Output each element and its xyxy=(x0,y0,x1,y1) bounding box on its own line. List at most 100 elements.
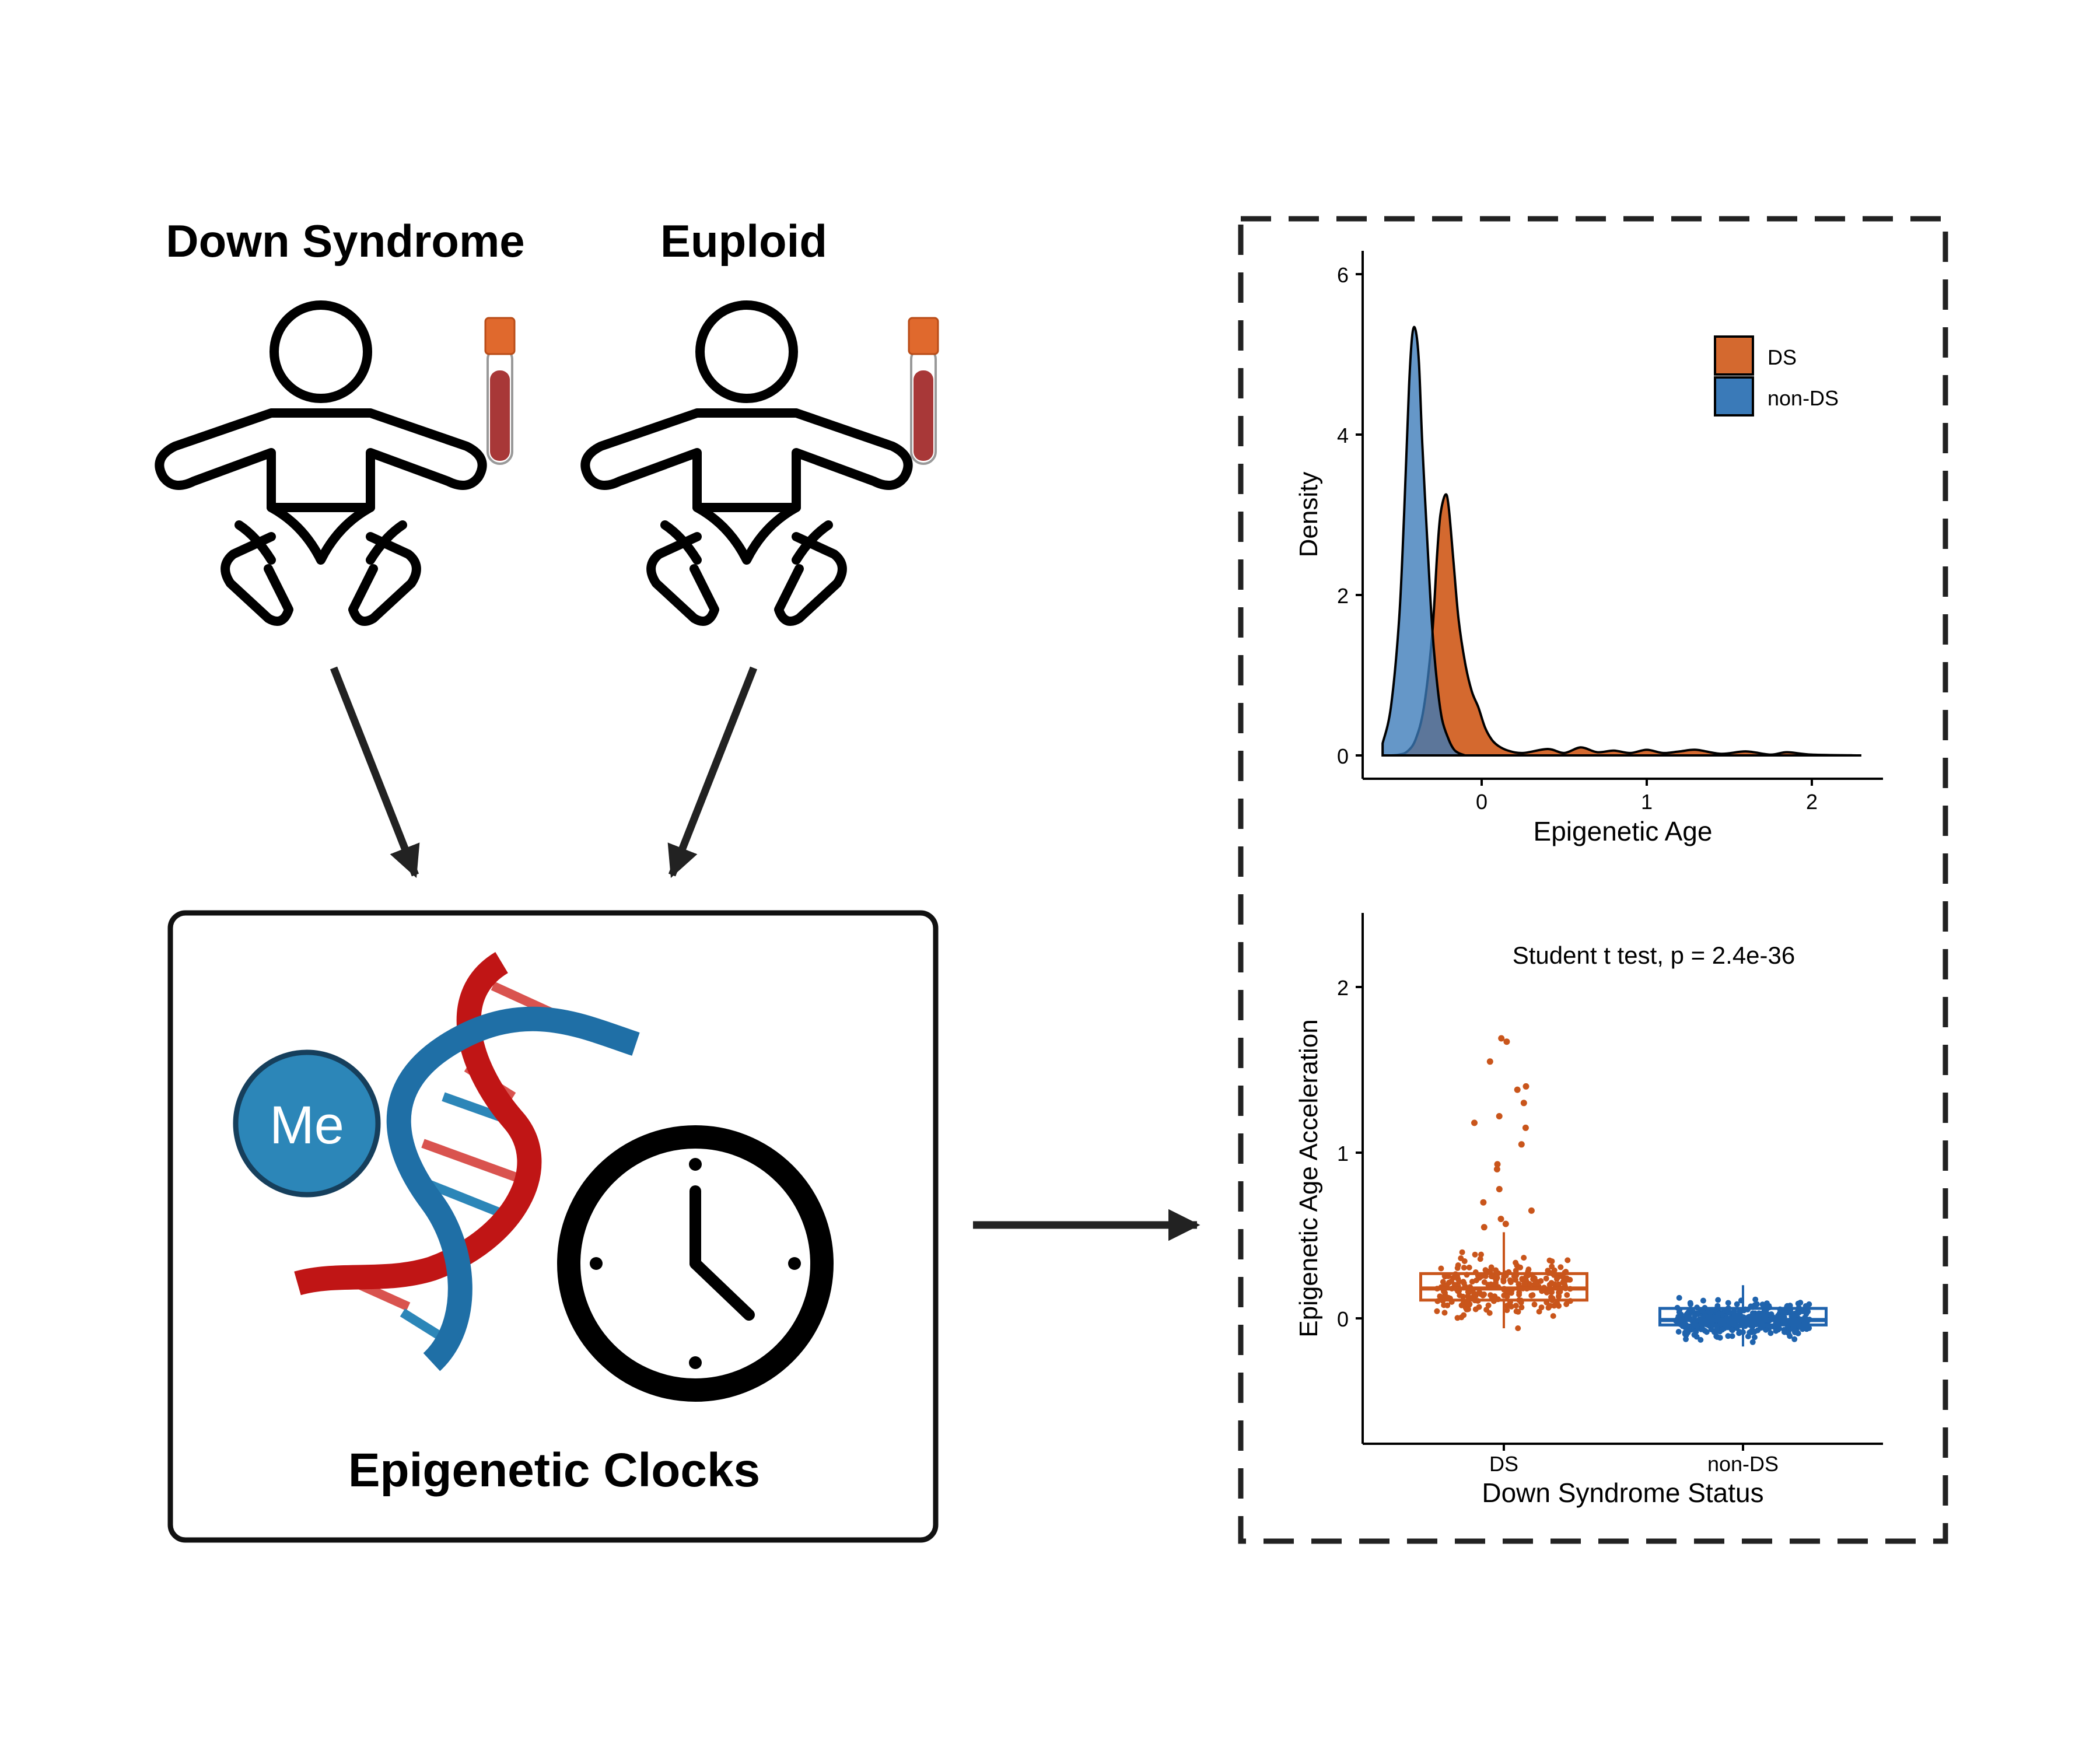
data-point xyxy=(1725,1333,1731,1339)
data-point xyxy=(1485,1302,1492,1308)
density-y-tick-label: 6 xyxy=(1337,263,1349,287)
density-y-tick-label: 0 xyxy=(1337,744,1349,768)
data-point xyxy=(1461,1265,1467,1271)
data-point xyxy=(1465,1293,1471,1300)
data-point xyxy=(1549,1264,1555,1270)
box-x-tick-label: non-DS xyxy=(1707,1452,1779,1476)
data-point xyxy=(1493,1267,1499,1273)
data-point-outlier xyxy=(1528,1207,1535,1214)
legend-swatch-ds xyxy=(1714,335,1754,376)
data-point xyxy=(1461,1280,1467,1286)
data-point xyxy=(1792,1329,1798,1335)
box-y-label: Epigenetic Age Acceleration xyxy=(1294,1019,1323,1338)
data-point xyxy=(1434,1308,1440,1314)
data-point xyxy=(1751,1329,1758,1335)
data-point xyxy=(1749,1339,1756,1345)
data-point xyxy=(1768,1330,1774,1336)
data-point xyxy=(1714,1325,1720,1332)
data-point-outlier xyxy=(1497,1216,1504,1223)
box-y-tick-label: 0 xyxy=(1337,1307,1349,1331)
density-x-label: Epigenetic Age xyxy=(1534,816,1713,846)
data-point xyxy=(1682,1329,1688,1336)
density-y-label: Density xyxy=(1294,472,1323,558)
data-point xyxy=(1563,1301,1570,1307)
box-iqr xyxy=(1658,1307,1828,1326)
clock-box-title: Epigenetic Clocks xyxy=(348,1444,760,1497)
data-point xyxy=(1483,1307,1490,1313)
data-point xyxy=(1547,1303,1553,1309)
data-point xyxy=(1515,1308,1521,1315)
data-point xyxy=(1458,1255,1464,1261)
data-point xyxy=(1729,1333,1735,1339)
data-point xyxy=(1746,1329,1753,1336)
data-point-outlier xyxy=(1480,1224,1488,1231)
methyl-label: Me xyxy=(270,1096,344,1155)
data-point xyxy=(1536,1308,1542,1315)
data-point xyxy=(1691,1332,1698,1338)
data-point xyxy=(1465,1306,1471,1312)
data-point-outlier xyxy=(1502,1220,1509,1227)
data-point-outlier xyxy=(1471,1119,1478,1126)
data-point xyxy=(1457,1292,1463,1298)
data-point xyxy=(1493,1280,1499,1286)
data-point xyxy=(1776,1325,1783,1332)
data-point xyxy=(1678,1311,1685,1318)
data-point xyxy=(1784,1310,1790,1316)
data-point xyxy=(1546,1282,1553,1288)
box-x-label: Down Syndrome Status xyxy=(1482,1478,1763,1508)
data-point xyxy=(1508,1303,1514,1310)
blood-tube-icon xyxy=(484,317,516,465)
data-point xyxy=(1516,1292,1522,1298)
data-point xyxy=(1477,1256,1483,1262)
data-point xyxy=(1698,1336,1704,1343)
data-point-outlier xyxy=(1493,1166,1500,1172)
data-point xyxy=(1553,1301,1559,1308)
dna-helix-icon xyxy=(294,952,640,1371)
data-point-outlier xyxy=(1496,1186,1503,1192)
data-point xyxy=(1719,1326,1726,1333)
density-legend: DS non-DS xyxy=(1714,335,1839,416)
data-point xyxy=(1675,1329,1682,1335)
data-point xyxy=(1751,1334,1758,1340)
data-point xyxy=(1516,1281,1522,1287)
data-point xyxy=(1794,1312,1800,1318)
data-point xyxy=(1478,1251,1484,1258)
data-point xyxy=(1458,1314,1465,1321)
box-non-ds xyxy=(1658,1285,1828,1347)
data-point xyxy=(1518,1304,1525,1311)
data-point xyxy=(1489,1294,1495,1300)
data-point-outlier xyxy=(1522,1083,1530,1090)
data-point-outlier xyxy=(1494,1161,1501,1168)
data-point xyxy=(1558,1264,1564,1270)
data-point-outlier xyxy=(1514,1086,1521,1093)
data-point xyxy=(1725,1300,1731,1306)
data-point xyxy=(1735,1312,1742,1319)
data-point xyxy=(1521,1255,1527,1261)
group-label-euploid: Euploid xyxy=(660,215,827,267)
data-point-outlier xyxy=(1522,1124,1529,1131)
data-point xyxy=(1728,1326,1735,1333)
data-point xyxy=(1546,1257,1553,1264)
data-point xyxy=(1530,1276,1536,1282)
arrow-icon xyxy=(330,666,420,878)
blood-tube-icon xyxy=(908,317,939,465)
data-point xyxy=(1768,1311,1774,1317)
box-ds xyxy=(1419,1232,1588,1329)
data-point xyxy=(1688,1301,1693,1307)
data-point xyxy=(1538,1278,1544,1284)
clock-icon xyxy=(557,1125,834,1402)
data-point xyxy=(1538,1304,1545,1311)
density-series-non-ds xyxy=(1381,326,1466,757)
density-x-tick-label: 1 xyxy=(1641,790,1653,814)
legend-label-non-ds: non-DS xyxy=(1768,386,1839,410)
data-point xyxy=(1513,1259,1519,1266)
data-point xyxy=(1754,1301,1760,1307)
density-y-tick-label: 4 xyxy=(1337,424,1349,447)
data-point xyxy=(1803,1311,1810,1317)
data-point xyxy=(1441,1310,1448,1316)
data-point xyxy=(1494,1275,1500,1281)
box-chart: 0 1 2 DS non-DS Student t test, p = 2.4e-36… xyxy=(1294,913,1883,1508)
data-point xyxy=(1473,1277,1479,1283)
box-y-tick-label: 1 xyxy=(1337,1142,1349,1166)
